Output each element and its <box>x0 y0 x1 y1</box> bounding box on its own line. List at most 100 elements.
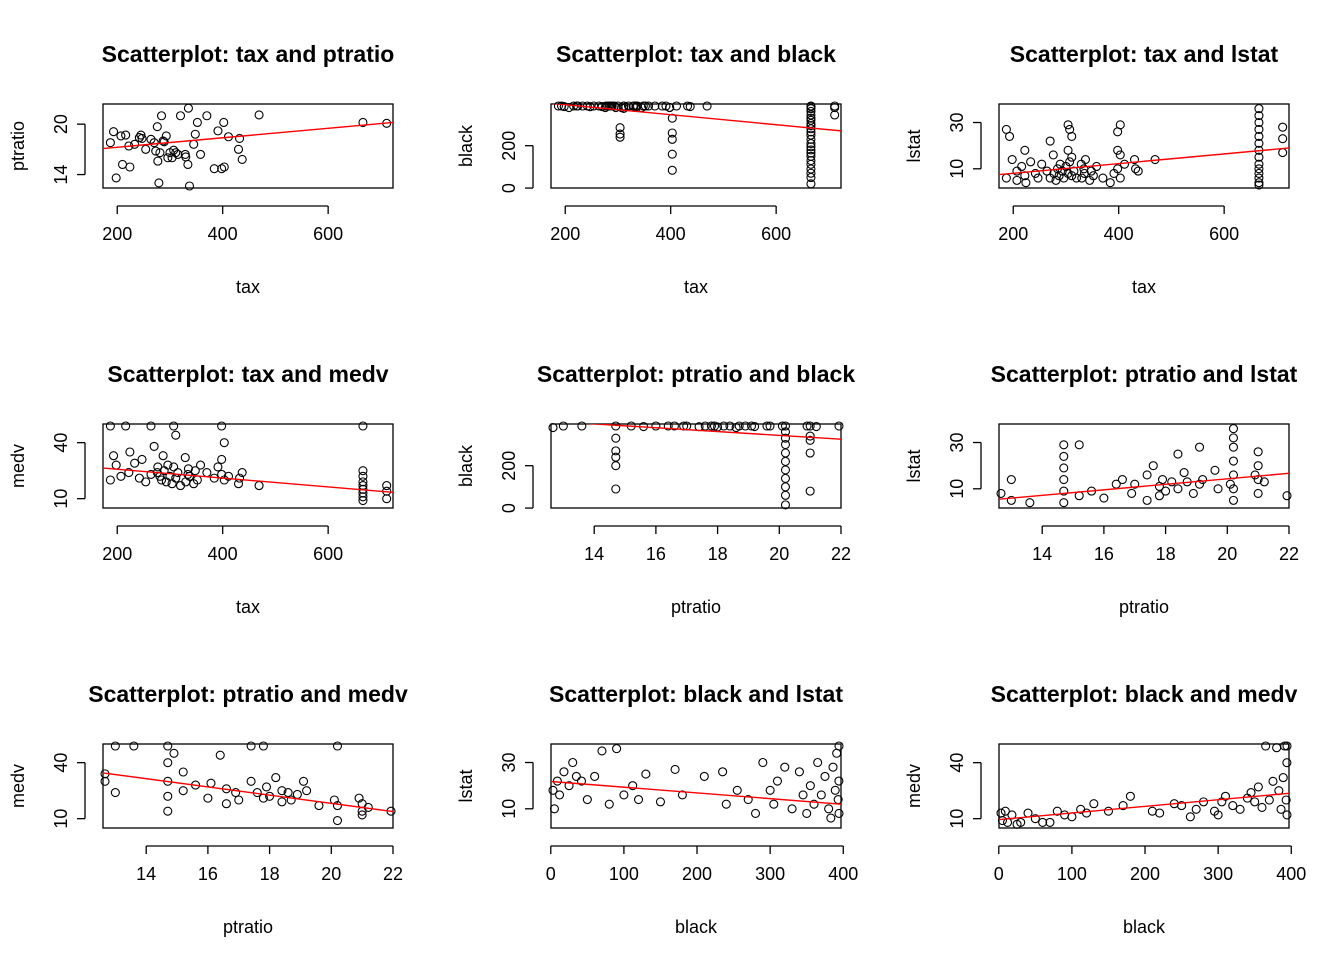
data-point <box>746 421 757 431</box>
data-point <box>302 786 312 796</box>
data-point <box>1030 168 1040 178</box>
data-point <box>834 808 844 818</box>
plot-frame <box>550 103 842 189</box>
data-point <box>780 500 791 510</box>
data-points <box>105 103 392 191</box>
y-tick-label: 200 <box>499 131 519 161</box>
plot-frame <box>102 743 394 829</box>
data-points <box>105 421 392 506</box>
data-point <box>183 103 193 113</box>
data-point <box>1045 136 1055 146</box>
data-point <box>740 421 750 431</box>
regression-line <box>584 424 841 440</box>
data-point <box>798 790 808 800</box>
scatter-panel: Scatterplot: tax and ptratio tax ptratio 20… <box>8 41 394 297</box>
data-point <box>555 790 565 800</box>
scatter-panel: Scatterplot: black and medv black medv 0 100… <box>904 681 1306 937</box>
data-point <box>171 430 181 440</box>
data-point <box>640 101 650 111</box>
data-point <box>1254 117 1264 128</box>
data-point <box>826 813 836 823</box>
data-point <box>612 744 622 754</box>
y-tick-label: 30 <box>947 112 967 132</box>
data-point <box>190 129 200 139</box>
data-point <box>699 771 709 781</box>
data-point <box>1059 463 1069 473</box>
x-axis-label: ptratio <box>671 597 721 617</box>
y-tick-label: 30 <box>947 432 967 452</box>
data-point <box>628 781 638 791</box>
data-point <box>1254 180 1264 190</box>
data-point <box>780 433 791 443</box>
plot-frame <box>102 423 394 509</box>
data-points <box>553 101 840 189</box>
data-point <box>834 776 844 786</box>
y-tick-label: 40 <box>51 433 71 453</box>
data-point <box>568 757 578 768</box>
y-tick-label: 10 <box>947 809 967 829</box>
data-point <box>758 757 768 768</box>
data-point <box>1282 491 1292 501</box>
scatter-panel: Scatterplot: tax and black tax black 200 400… <box>456 41 842 297</box>
data-point <box>597 746 607 756</box>
data-point <box>1278 134 1288 144</box>
y-tick-label: 10 <box>499 799 519 819</box>
data-point <box>173 467 183 478</box>
data-point <box>828 762 838 772</box>
data-point <box>1067 812 1077 822</box>
data-point <box>169 421 179 431</box>
data-point <box>655 797 666 807</box>
data-point <box>163 758 173 768</box>
data-point <box>105 138 115 148</box>
data-point <box>719 421 729 431</box>
x-axis-label: tax <box>236 597 260 617</box>
data-point <box>619 103 629 113</box>
x-tick-label: 18 <box>1156 544 1176 564</box>
data-point <box>813 757 823 768</box>
data-point <box>111 460 121 470</box>
data-point <box>1276 804 1286 814</box>
data-point <box>1155 808 1165 818</box>
data-point <box>806 148 816 158</box>
data-point <box>163 791 173 801</box>
data-point <box>149 441 159 451</box>
data-point <box>277 797 287 807</box>
panel-title: Scatterplot: ptratio and lstat <box>991 361 1298 387</box>
data-point <box>217 421 227 431</box>
x-tick-label: 200 <box>682 864 712 884</box>
data-point <box>1125 791 1135 801</box>
data-point <box>178 786 188 796</box>
data-point <box>1261 741 1271 751</box>
data-point <box>110 787 120 798</box>
data-point <box>108 127 119 137</box>
data-point <box>1253 488 1263 498</box>
plot-frame <box>998 743 1290 829</box>
data-point <box>1282 741 1292 751</box>
y-tick-label: 200 <box>499 451 519 481</box>
data-point <box>802 808 812 818</box>
data-point <box>1161 486 1171 496</box>
data-point <box>1103 806 1114 816</box>
data-point <box>277 786 287 796</box>
data-point <box>1228 456 1239 466</box>
x-axis-label: ptratio <box>1119 597 1169 617</box>
x-tick-label: 200 <box>998 224 1028 244</box>
data-point <box>163 741 173 751</box>
data-point <box>559 101 569 112</box>
data-point <box>1130 479 1140 489</box>
data-point <box>124 467 134 478</box>
data-point <box>156 111 167 121</box>
data-point <box>1254 178 1264 188</box>
data-point <box>237 467 247 478</box>
data-point <box>1177 801 1187 811</box>
data-point <box>1259 477 1269 487</box>
data-point <box>154 178 164 188</box>
data-point <box>246 776 256 786</box>
data-point <box>1268 776 1278 786</box>
data-point <box>1025 498 1035 508</box>
data-point <box>611 446 621 456</box>
regression-line <box>103 467 393 494</box>
data-point <box>1017 161 1027 172</box>
data-point <box>116 471 126 481</box>
data-point <box>235 133 245 143</box>
